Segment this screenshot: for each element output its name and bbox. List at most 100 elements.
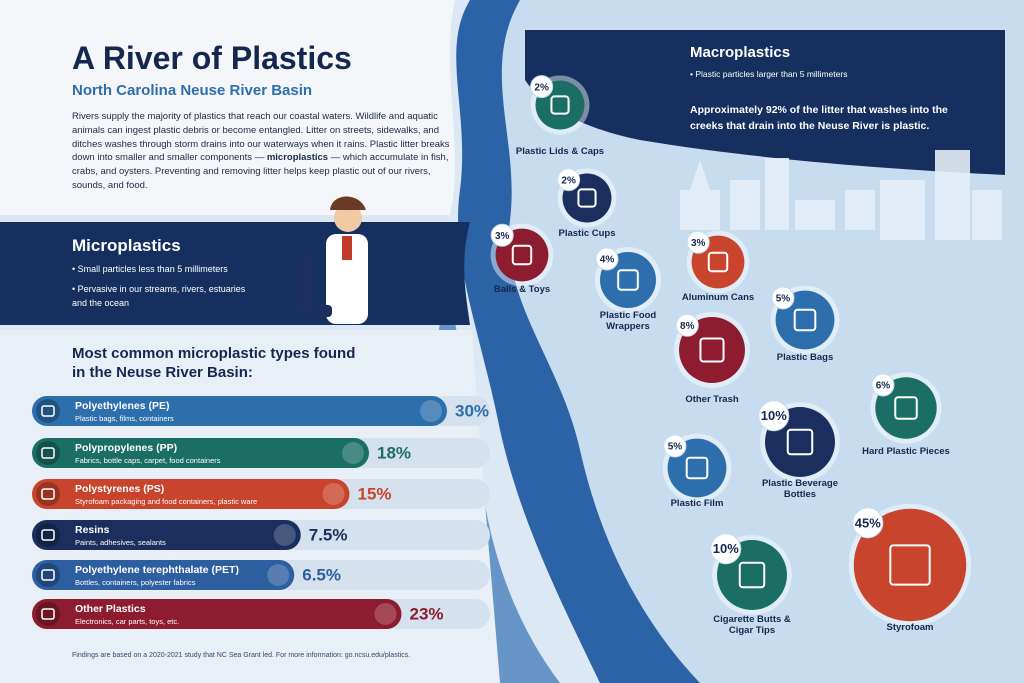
item-icon: [617, 269, 639, 291]
river-light: [464, 0, 1024, 683]
pct-label: 3%: [691, 238, 706, 249]
bar-icon-shape: [41, 608, 55, 620]
value-label: 18%: [377, 443, 411, 462]
item-icon: [894, 396, 918, 420]
pct-label: 8%: [680, 321, 695, 332]
bar-icon-shape: [41, 488, 55, 500]
item-icon: [511, 244, 533, 266]
macro-title: Macroplastics: [690, 44, 791, 61]
intro-text: — which accumulate in fish, crabs, and o…: [72, 152, 449, 191]
recycle-badge: [374, 603, 397, 625]
pct-label: 2%: [534, 82, 549, 93]
pct-badge: [771, 286, 795, 310]
macro-statement: Approximately 92% of the litter that was…: [690, 104, 948, 132]
bar-icon: [36, 482, 60, 506]
item-icon: [786, 428, 814, 456]
item-icon: [685, 456, 709, 480]
type-name: Polyethylene terephthalate (PET): [75, 564, 239, 576]
title: A River of Plastics: [72, 40, 352, 76]
type-description: Fabrics, bottle caps, carpet, food conta…: [75, 456, 221, 465]
item-icon: [577, 188, 597, 208]
pct-label: 5%: [776, 294, 791, 305]
pct-badge: [758, 400, 790, 432]
micro-bullet: • Pervasive in our streams, rivers, estu…: [72, 284, 246, 308]
pct-label: 2%: [561, 175, 576, 186]
type-description: Paints, adhesives, sealants: [75, 538, 166, 547]
type-name: Resins: [75, 524, 110, 536]
recycle-badge: [342, 442, 364, 464]
pct-label: 45%: [855, 515, 881, 530]
value-label: 15%: [358, 484, 392, 503]
skyline: [680, 150, 1002, 240]
type-description: Plastic bags, films, containers: [75, 414, 174, 423]
macro-bullet-text: Plastic particles larger than 5 millimet…: [695, 69, 848, 79]
item-label: Cigarette Butts & Cigar Tips: [713, 614, 791, 637]
micro-title: Microplastics: [72, 236, 181, 255]
type-description: Styrofoam packaging and food containers,…: [75, 497, 257, 506]
item-label: Balls & Toys: [493, 284, 551, 295]
macro-bullet: • Plastic particles larger than 5 millim…: [690, 69, 848, 79]
type-name: Polystyrenes (PS): [75, 483, 164, 495]
item-label: Aluminum Cans: [681, 292, 755, 303]
type-name: Polypropylenes (PP): [75, 442, 177, 454]
item-label: Plastic Cups: [558, 228, 616, 239]
types-heading: Most common microplastic types found in …: [72, 345, 356, 381]
micro-bullet-text: Small particles less than 5 millimeters: [77, 264, 228, 274]
pct-badge: [490, 223, 514, 247]
macro-band: [525, 30, 1005, 175]
item-icon: [793, 308, 817, 332]
item-icon: [699, 337, 725, 363]
item-icon: [738, 561, 766, 589]
item-label: Plastic Bags: [776, 352, 834, 363]
micro-bullet-text: Pervasive in our streams, rivers, estuar…: [72, 284, 246, 308]
value-label: 23%: [410, 604, 444, 623]
item-label: Plastic Lids & Caps: [515, 146, 605, 157]
recycle-badge: [273, 524, 296, 546]
pct-label: 5%: [668, 442, 683, 453]
bar: [32, 396, 447, 426]
bar: [32, 438, 369, 468]
pct-badge: [871, 373, 895, 397]
bar: [32, 599, 402, 629]
item-circle: [679, 317, 745, 383]
bar-icon-shape: [41, 529, 55, 541]
pct-badge: [686, 230, 710, 254]
bar: [32, 520, 301, 550]
pct-label: 3%: [495, 231, 510, 242]
pct-badge: [852, 507, 884, 539]
value-label: 6.5%: [302, 565, 341, 584]
pct-badge: [663, 434, 687, 458]
item-label: Hard Plastic Pieces: [862, 446, 950, 457]
intro-bold: microplastics: [266, 152, 329, 164]
pct-label: 6%: [876, 381, 891, 392]
pct-badge: [530, 75, 554, 99]
intro-text: Rivers supply the majority of plastics t…: [72, 111, 450, 164]
pct-badge: [557, 168, 581, 192]
value-label: 30%: [455, 401, 489, 420]
value-label: 7.5%: [309, 525, 348, 544]
item-icon: [707, 251, 729, 273]
pct-badge: [710, 533, 742, 565]
item-label: Plastic Beverage Bottles: [761, 478, 839, 501]
type-name: Polyethylenes (PE): [75, 400, 170, 412]
bar: [32, 479, 350, 509]
bar-icon-shape: [41, 405, 55, 417]
bar-icon: [36, 441, 60, 465]
type-description: Bottles, containers, polyester fabrics: [75, 578, 196, 587]
bar: [32, 560, 295, 590]
item-label: Other Trash: [685, 394, 739, 405]
item-label: Plastic Food Wrappers: [599, 310, 657, 333]
pct-badge: [675, 313, 699, 337]
intro: Rivers supply the majority of plastics t…: [72, 110, 452, 193]
item-label: Plastic Film: [670, 498, 724, 509]
bar-icon: [36, 399, 60, 423]
type-name: Other Plastics: [75, 603, 146, 615]
scientist: [292, 196, 368, 324]
bar-icon: [36, 523, 60, 547]
item-icon: [889, 544, 931, 586]
subtitle: North Carolina Neuse River Basin: [72, 82, 313, 99]
recycle-badge: [267, 564, 290, 586]
bar-icon-shape: [41, 569, 55, 581]
